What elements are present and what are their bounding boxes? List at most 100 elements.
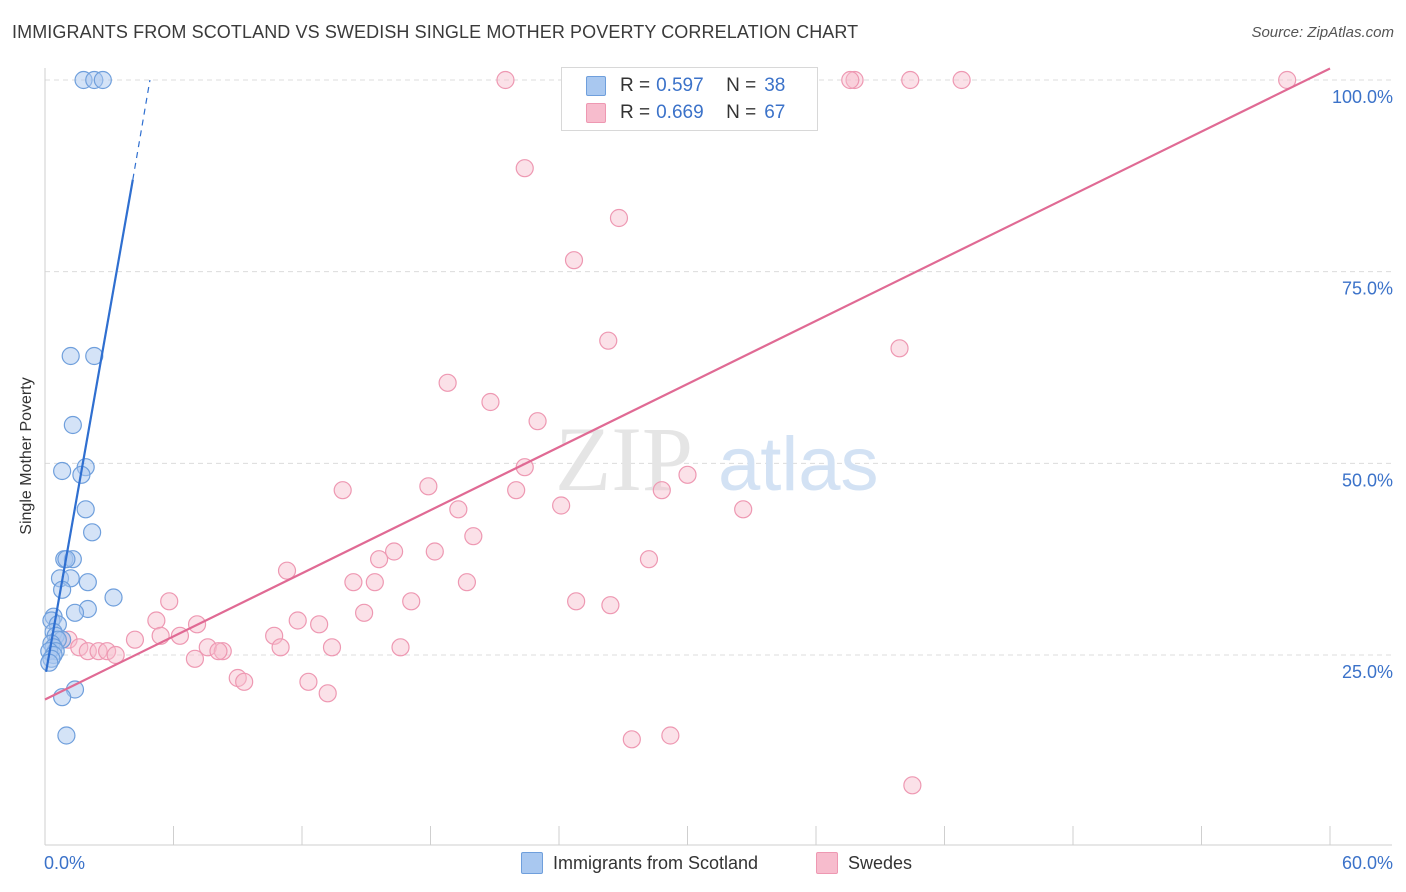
gridlines: [45, 79, 1392, 656]
swedes-point: [185, 649, 205, 668]
legend-swatch-scotland: [586, 76, 606, 96]
swedes-point: [438, 373, 457, 392]
swedes-point: [845, 70, 864, 90]
swedes-point: [515, 159, 534, 178]
swedes-point: [890, 339, 909, 358]
bottom-legend-swedes: Swedes: [816, 852, 912, 874]
swedes-point: [901, 70, 920, 90]
swedes-point: [78, 642, 97, 661]
swedes-point: [370, 550, 389, 569]
swedes-point: [528, 412, 547, 431]
swedes-point: [507, 481, 526, 500]
swedes-point: [344, 573, 363, 592]
swedes-point: [198, 638, 217, 657]
scotland-trend-line: [44, 179, 134, 673]
swedes-point: [310, 615, 329, 634]
scotland-trend-extension: [132, 79, 151, 180]
y-tick-label: 100.0%: [1332, 87, 1393, 107]
legend-row-scotland: R = 0.597 N = 38: [586, 74, 785, 98]
bottom-legend-swatch-swedes: [816, 852, 838, 874]
swedes-point: [419, 477, 438, 496]
swedes-point: [449, 500, 468, 519]
swedes-point: [464, 527, 483, 546]
scotland-point: [104, 588, 123, 607]
legend-r-label: R =: [620, 75, 651, 96]
swedes-point: [425, 542, 444, 561]
swedes-point: [609, 208, 629, 228]
swedes-point: [391, 638, 410, 657]
legend-r-value-scotland: 0.597: [656, 75, 704, 96]
swedes-point: [678, 465, 697, 484]
swedes-point: [355, 603, 374, 622]
swedes-point: [567, 592, 586, 611]
swedes-point: [552, 496, 571, 515]
scotland-point: [65, 603, 85, 622]
swedes-point: [160, 592, 179, 611]
scotland-point: [57, 726, 76, 745]
x-tick-label: 0.0%: [44, 853, 85, 873]
bottom-legend-label-scotland: Immigrants from Scotland: [553, 852, 759, 873]
swedes-point: [125, 630, 145, 649]
legend-n-label: N =: [726, 102, 757, 123]
scotland-point: [53, 461, 72, 481]
bottom-legend-swatch-scotland: [521, 852, 543, 874]
y-tick-label: 75.0%: [1342, 279, 1393, 299]
swedes-point: [277, 561, 297, 580]
swedes-point: [322, 638, 342, 657]
swedes-point: [106, 645, 125, 665]
bottom-legend-label-swedes: Swedes: [848, 852, 913, 873]
scotland-point: [93, 70, 112, 90]
swedes-point: [622, 730, 641, 749]
legend-n-value-swedes: 67: [764, 102, 786, 123]
swedes-trend-line: [44, 67, 1331, 701]
swedes-point: [265, 626, 284, 645]
x-tick-label: 60.0%: [1342, 853, 1393, 873]
swedes-point: [384, 542, 404, 561]
swedes-points: [53, 70, 1297, 795]
legend-swatch-swedes: [586, 103, 606, 123]
swedes-point: [288, 611, 307, 630]
swedes-point: [652, 481, 671, 500]
legend-r-value-swedes: 0.669: [656, 102, 704, 123]
swedes-point: [841, 70, 860, 90]
chart-title: IMMIGRANTS FROM SCOTLAND VS SWEDISH SING…: [12, 22, 859, 42]
swedes-point: [599, 331, 618, 350]
swedes-point: [564, 251, 584, 270]
swedes-point: [734, 500, 753, 519]
swedes-point: [952, 70, 971, 90]
swedes-point: [496, 70, 515, 90]
swedes-point: [661, 726, 680, 745]
y-axis-title: Single Mother Poverty: [18, 377, 35, 535]
watermark-atlas: atlas: [718, 422, 879, 507]
scotland-point: [83, 523, 102, 542]
swedes-point: [147, 611, 166, 630]
swedes-point: [98, 642, 117, 661]
tick-labels: 25.0% 50.0% 75.0% 100.0% 0.0% 60.0%: [44, 87, 1393, 873]
axes: [44, 68, 1392, 846]
legend-n-value-scotland: 38: [764, 75, 786, 96]
swedes-point: [299, 672, 318, 691]
swedes-point: [271, 638, 290, 657]
scotland-point: [63, 415, 82, 435]
legend-r-label: R =: [620, 102, 651, 123]
swedes-point: [903, 776, 922, 795]
source-note: Source: ZipAtlas.com: [1251, 24, 1394, 41]
bottom-legend-scotland: Immigrants from Scotland: [521, 852, 758, 874]
scotland-point: [76, 500, 95, 519]
swedes-point: [365, 573, 384, 592]
swedes-point: [70, 638, 89, 657]
y-tick-label: 50.0%: [1342, 470, 1393, 490]
stats-legend: R = 0.597 N = 38 R = 0.669 N = 67: [561, 67, 818, 131]
swedes-point: [333, 481, 352, 500]
swedes-point: [213, 642, 232, 661]
scotland-point: [61, 346, 80, 366]
swedes-point: [318, 684, 337, 703]
swedes-point: [402, 592, 421, 611]
y-tick-label: 25.0%: [1342, 662, 1393, 682]
swedes-point: [209, 642, 228, 661]
swedes-point: [639, 550, 659, 569]
trend-lines: [44, 67, 1331, 701]
swedes-point: [481, 392, 500, 412]
scotland-point: [78, 573, 97, 592]
